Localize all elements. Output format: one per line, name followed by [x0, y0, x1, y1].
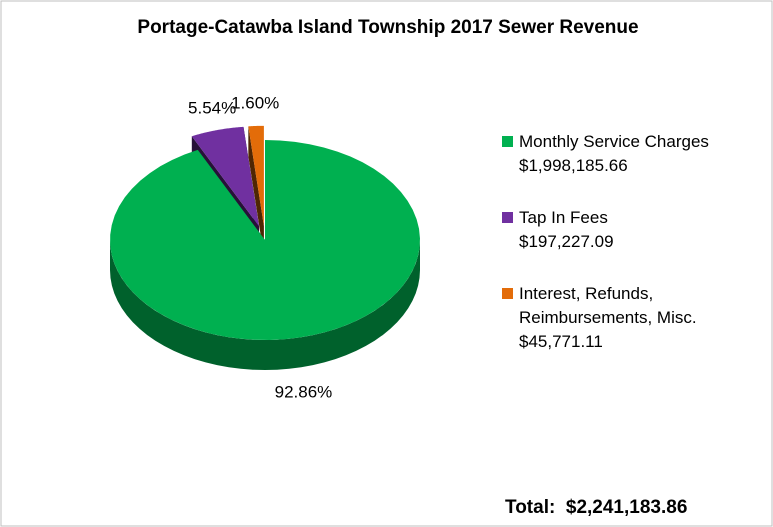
- legend-amount: $45,771.11: [519, 332, 603, 351]
- data-label: 5.54%: [188, 98, 236, 117]
- slice: [110, 140, 420, 340]
- slice-wall: [248, 126, 264, 256]
- legend-entry: Tap In Fees $197,227.09: [502, 206, 737, 254]
- slice: [248, 125, 264, 226]
- legend-text: Monthly Service Charges $1,998,185.66: [519, 130, 709, 178]
- data-label: 1.60%: [231, 93, 279, 112]
- legend-entry: Monthly Service Charges $1,998,185.66: [502, 130, 737, 178]
- total-label: Total:: [505, 497, 556, 518]
- legend-swatch: [502, 136, 513, 147]
- legend-label: Monthly Service Charges: [519, 132, 709, 151]
- pie-sides: [110, 240, 420, 370]
- chart-title: Portage-Catawba Island Township 2017 Sew…: [137, 17, 638, 38]
- total-value: $2,241,183.86: [565, 497, 688, 518]
- slice: [191, 126, 260, 227]
- legend-text: Tap In Fees $197,227.09: [519, 206, 614, 254]
- slice-side: [110, 240, 420, 370]
- pie-tops: [110, 125, 420, 340]
- legend-label: Tap In Fees: [519, 208, 608, 227]
- legend-amount: $1,998,185.66: [519, 156, 628, 175]
- legend-entry: Interest, Refunds, Reimbursements, Misc.…: [502, 282, 737, 354]
- legend-text: Interest, Refunds, Reimbursements, Misc.…: [519, 282, 737, 354]
- legend-amount: $197,227.09: [519, 232, 614, 251]
- data-label: 92.86%: [275, 382, 333, 401]
- legend-swatch: [502, 288, 513, 299]
- legend-swatch: [502, 212, 513, 223]
- total: Total: $2,241,183.86: [505, 497, 687, 519]
- legend-label: Interest, Refunds, Reimbursements, Misc.: [519, 284, 697, 327]
- legend: Monthly Service Charges $1,998,185.66 Tap …: [502, 130, 737, 382]
